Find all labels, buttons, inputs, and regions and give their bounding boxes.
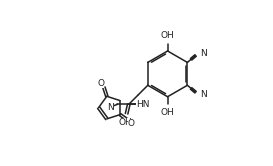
Text: HN: HN: [136, 100, 149, 109]
Text: N: N: [107, 103, 114, 112]
Text: OH: OH: [161, 108, 174, 117]
Text: OH: OH: [161, 31, 174, 40]
Text: O: O: [127, 119, 135, 128]
Text: N: N: [200, 49, 206, 58]
Text: OH: OH: [119, 118, 132, 127]
Text: N: N: [200, 90, 206, 99]
Text: O: O: [97, 80, 104, 88]
